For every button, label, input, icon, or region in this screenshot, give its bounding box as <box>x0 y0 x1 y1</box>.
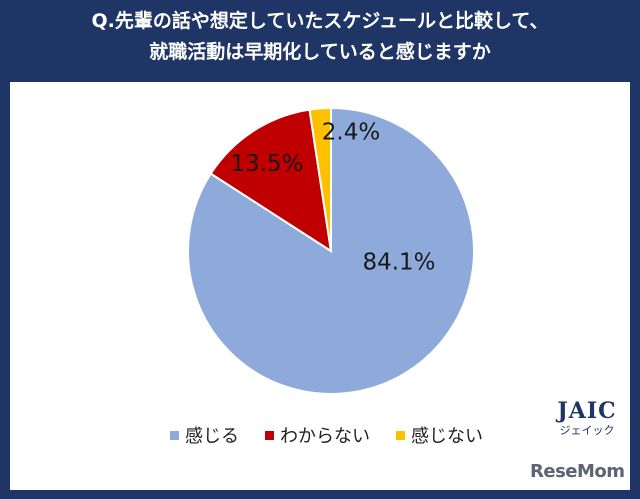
pie-chart: 84.1% 13.5% 2.4% <box>187 106 475 395</box>
chart-panel: 84.1% 13.5% 2.4% 感じる わからない 感じない JAIC ジェイック… <box>10 82 630 490</box>
legend-item-1: わからない <box>265 422 370 448</box>
legend-item-0: 感じる <box>170 422 239 448</box>
watermark: ReseMom <box>530 461 625 482</box>
title-line-2: 就職活動は早期化していると感じますか <box>149 41 491 63</box>
legend-label-2: 感じない <box>411 426 483 447</box>
title-line-1: Q.先輩の話や想定していたスケジュールと比較して、 <box>91 10 549 32</box>
pie-label-0: 84.1% <box>362 250 435 276</box>
pie-slice-1 <box>209 108 333 254</box>
legend: 感じる わからない 感じない <box>170 422 509 448</box>
logo-main-text: JAIC <box>557 398 617 424</box>
legend-swatch-0 <box>170 430 179 440</box>
logo-sub-text: ジェイック <box>559 424 615 437</box>
legend-label-0: 感じる <box>185 426 239 447</box>
legend-item-2: 感じない <box>396 422 483 448</box>
chart-title: Q.先輩の話や想定していたスケジュールと比較して、 就職活動は早期化していると感… <box>0 0 640 82</box>
legend-swatch-2 <box>396 430 405 440</box>
legend-swatch-1 <box>265 430 274 440</box>
legend-label-1: わからない <box>280 426 370 447</box>
pie-label-1: 13.5% <box>230 151 303 177</box>
pie-label-2: 2.4% <box>322 120 380 146</box>
jaic-logo: JAIC ジェイック <box>556 398 618 438</box>
pie-slice-2 <box>308 106 332 252</box>
